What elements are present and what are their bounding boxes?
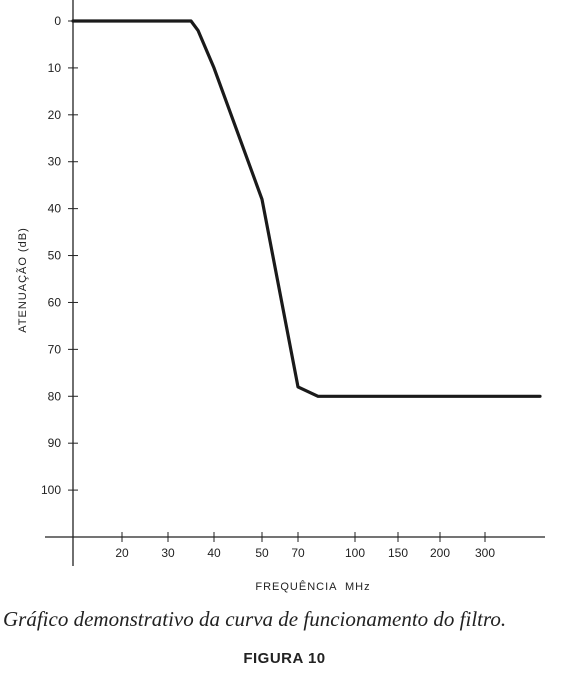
x-tick-label: 200 bbox=[430, 546, 450, 560]
y-tick-label: 70 bbox=[48, 342, 62, 356]
y-tick-label: 90 bbox=[48, 436, 62, 450]
x-tick-label: 150 bbox=[388, 546, 408, 560]
x-tick-label: 40 bbox=[207, 546, 221, 560]
figure-caption: Gráfico demonstrativo da curva de funcio… bbox=[3, 607, 507, 631]
y-tick-label: 30 bbox=[48, 155, 62, 169]
y-tick-label: 0 bbox=[54, 14, 61, 28]
chart-series bbox=[71, 19, 542, 398]
y-axis-title: ATENUAÇÃO (dB) bbox=[16, 227, 29, 332]
figure-number: FIGURA 10 bbox=[243, 650, 326, 667]
y-tick-label: 10 bbox=[48, 61, 62, 75]
y-tick-label: 60 bbox=[48, 295, 62, 309]
y-tick-label: 40 bbox=[48, 202, 62, 216]
x-axis-title: FREQUÊNCIA MHz bbox=[255, 580, 370, 593]
chart-axes bbox=[45, 0, 545, 566]
x-tick-label: 300 bbox=[475, 546, 495, 560]
attenuation-curve bbox=[71, 19, 542, 398]
y-tick-label: 20 bbox=[48, 108, 62, 122]
x-tick-label: 70 bbox=[291, 546, 305, 560]
x-tick-label: 50 bbox=[255, 546, 269, 560]
x-tick-label: 30 bbox=[161, 546, 175, 560]
attenuation-chart: 0 10 20 30 40 50 60 70 80 90 100 20 30 40 50 70 100 150 20… bbox=[16, 0, 545, 593]
y-tick-label: 50 bbox=[48, 249, 62, 263]
x-tick-label: 20 bbox=[115, 546, 129, 560]
chart-ticks: 0 10 20 30 40 50 60 70 80 90 100 20 30 40 50 70 100 150 20… bbox=[41, 14, 495, 560]
x-tick-label: 100 bbox=[345, 546, 365, 560]
y-tick-label: 80 bbox=[48, 389, 62, 403]
y-tick-label: 100 bbox=[41, 483, 61, 497]
